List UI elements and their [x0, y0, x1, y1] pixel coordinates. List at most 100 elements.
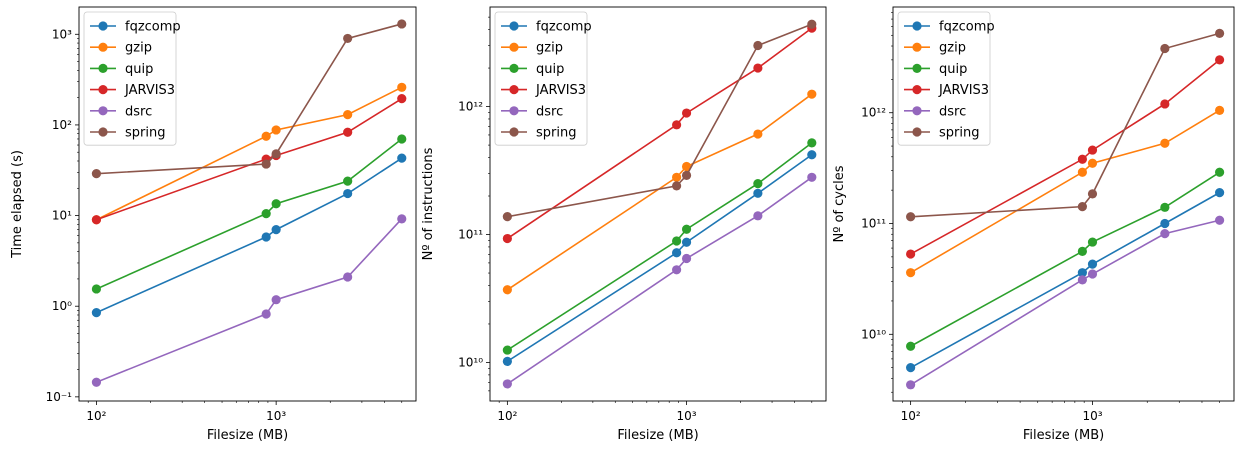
data-point-quip: [1215, 167, 1225, 177]
data-point-quip: [1077, 246, 1087, 257]
data-point-JARVIS3: [91, 215, 102, 225]
data-point-spring: [672, 181, 682, 191]
data-point-quip: [261, 209, 271, 219]
data-point-fqzcomp: [271, 225, 281, 235]
x-tick-label: 10³: [677, 409, 697, 423]
data-point-spring: [271, 149, 281, 159]
data-point-spring: [1160, 43, 1170, 54]
y-tick-label: 10¹²: [458, 100, 483, 114]
x-tick-label: 10²: [86, 409, 106, 423]
chart-2: 10² 10³ 10¹⁰ 10¹¹ 10¹² Filesize (MB) Nº of ins…: [421, 6, 827, 443]
data-point-dsrc: [343, 272, 353, 282]
data-point-quip: [672, 236, 682, 246]
legend-marker-quip: [912, 63, 922, 73]
x-tick-label: 10²: [901, 409, 921, 423]
data-point-quip: [906, 341, 916, 351]
data-point-fqzcomp: [1087, 259, 1098, 269]
legend-label-gzip: gzip: [125, 41, 152, 56]
legend-label-dsrc: dsrc: [125, 104, 152, 119]
series-line-dsrc: [96, 218, 403, 383]
legend-marker-dsrc: [912, 106, 922, 116]
data-point-fqzcomp: [397, 153, 407, 163]
legend-label-gzip: gzip: [536, 41, 563, 56]
data-point-JARVIS3: [397, 94, 407, 104]
plot-frame: [489, 6, 827, 402]
y-axis-label: Nº of instructions: [421, 147, 436, 260]
data-point-dsrc: [753, 211, 763, 221]
data-point-JARVIS3: [753, 63, 763, 73]
x-tick-label: 10³: [266, 409, 286, 423]
chart-3: 10² 10³ 10¹⁰ 10¹¹ 10¹² Filesize (MB) Nº of cyc…: [832, 6, 1235, 443]
legend-label-JARVIS3: JARVIS3: [535, 83, 586, 98]
data-point-dsrc: [681, 253, 692, 264]
data-point-dsrc: [906, 380, 916, 390]
data-point-fqzcomp: [1215, 188, 1225, 198]
data-point-fqzcomp: [261, 232, 271, 242]
data-point-dsrc: [502, 379, 512, 389]
legend-marker-quip: [509, 63, 519, 73]
legend-marker-fqzcomp: [98, 21, 108, 31]
data-point-spring: [753, 40, 763, 51]
data-point-gzip: [1087, 158, 1098, 168]
data-point-fqzcomp: [91, 308, 102, 318]
data-point-dsrc: [807, 172, 817, 182]
y-tick-label: 10¹⁰: [458, 355, 483, 369]
legend-marker-JARVIS3: [98, 85, 108, 95]
data-point-gzip: [753, 129, 763, 139]
legend-label-spring: spring: [939, 126, 979, 141]
data-point-quip: [91, 284, 102, 294]
series-line-fqzcomp: [910, 191, 1220, 369]
data-point-spring: [343, 33, 353, 44]
series-line-fqzcomp: [96, 157, 403, 314]
series-line-quip: [910, 171, 1221, 347]
data-point-dsrc: [672, 265, 682, 275]
legend-label-quip: quip: [939, 62, 967, 77]
legend-marker-gzip: [98, 42, 108, 52]
data-point-quip: [343, 176, 353, 186]
data-point-spring: [397, 19, 407, 29]
y-axis-label: Nº of cycles: [832, 165, 847, 242]
data-point-fqzcomp: [681, 237, 692, 247]
data-point-fqzcomp: [753, 188, 763, 198]
data-point-fqzcomp: [1077, 268, 1087, 278]
legend-marker-spring: [98, 127, 108, 137]
data-point-gzip: [807, 89, 817, 99]
data-point-quip: [397, 134, 407, 144]
data-point-gzip: [261, 131, 271, 141]
data-point-dsrc: [1087, 269, 1098, 279]
legend-label-fqzcomp: fqzcomp: [125, 20, 181, 35]
data-point-gzip: [502, 285, 512, 295]
data-point-quip: [502, 345, 512, 355]
data-point-JARVIS3: [502, 233, 512, 244]
legend-label-dsrc: dsrc: [536, 104, 563, 119]
x-axis-label: Filesize (MB): [617, 428, 698, 443]
data-point-gzip: [1160, 138, 1170, 148]
data-point-gzip: [1077, 167, 1087, 177]
legend-marker-dsrc: [98, 106, 108, 116]
legend-marker-fqzcomp: [509, 21, 519, 31]
data-point-dsrc: [397, 214, 407, 224]
data-point-spring: [91, 169, 102, 179]
data-point-fqzcomp: [906, 363, 916, 373]
data-point-spring: [1077, 202, 1087, 212]
y-tick-label: 10¹²: [861, 106, 886, 120]
y-tick-label: 10⁰: [52, 299, 72, 313]
legend-label-fqzcomp: fqzcomp: [536, 20, 592, 35]
data-point-quip: [807, 138, 817, 148]
data-point-gzip: [681, 161, 692, 172]
y-tick-label: 10⁻¹: [46, 390, 73, 404]
data-point-quip: [1160, 202, 1170, 212]
data-point-dsrc: [271, 295, 281, 305]
y-tick-label: 10³: [52, 27, 72, 41]
y-tick-label: 10¹: [52, 209, 72, 223]
data-point-dsrc: [91, 377, 102, 387]
data-point-spring: [261, 159, 271, 169]
data-point-quip: [271, 199, 281, 209]
legend-marker-fqzcomp: [912, 21, 922, 31]
plot-frame: [892, 6, 1235, 402]
legend-marker-gzip: [912, 42, 922, 52]
data-point-fqzcomp: [343, 188, 353, 199]
data-point-fqzcomp: [672, 248, 682, 258]
data-point-JARVIS3: [672, 120, 682, 130]
data-point-JARVIS3: [681, 108, 692, 118]
